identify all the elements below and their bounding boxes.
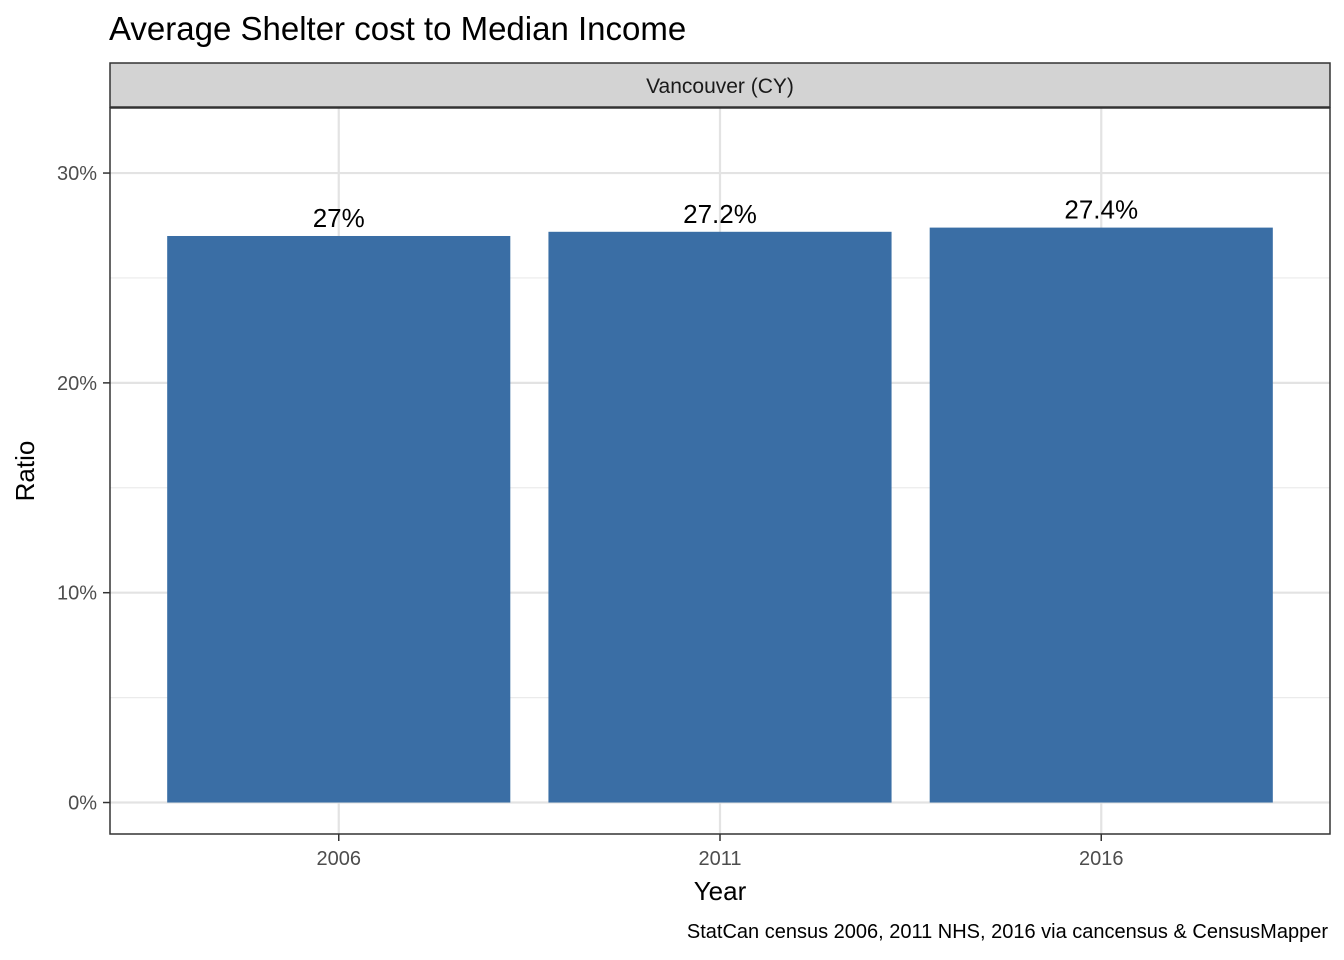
- x-axis-title: Year: [694, 876, 747, 906]
- bar-2011: [548, 231, 892, 803]
- chart-caption: StatCan census 2006, 2011 NHS, 2016 via …: [687, 921, 1328, 943]
- bars-layer: 27% 27.2% 27.4%: [167, 195, 1273, 803]
- data-label-2016: 27.4%: [1064, 195, 1138, 225]
- y-tick-label: 30%: [57, 163, 97, 185]
- y-tick-label: 20%: [57, 373, 97, 395]
- data-label-2006: 27%: [313, 203, 365, 233]
- data-label-2011: 27.2%: [683, 199, 757, 229]
- y-tick-label: 0%: [68, 793, 97, 815]
- facet-strip: [109, 62, 1331, 108]
- bar-2006: [167, 235, 511, 803]
- bar-2016: [929, 227, 1273, 803]
- facet-strip-label: Vancouver (CY): [646, 75, 794, 98]
- x-tick-label: 2016: [1079, 848, 1124, 870]
- y-axis-title: Ratio: [10, 441, 40, 502]
- x-tick-label: 2011: [698, 848, 741, 870]
- y-tick-label: 10%: [57, 583, 97, 605]
- x-tick-label: 2006: [317, 848, 362, 870]
- chart-title: Average Shelter cost to Median Income: [109, 10, 686, 47]
- axis-layer: 0% 10% 20% 30% 2006 2011 2016: [57, 163, 1124, 870]
